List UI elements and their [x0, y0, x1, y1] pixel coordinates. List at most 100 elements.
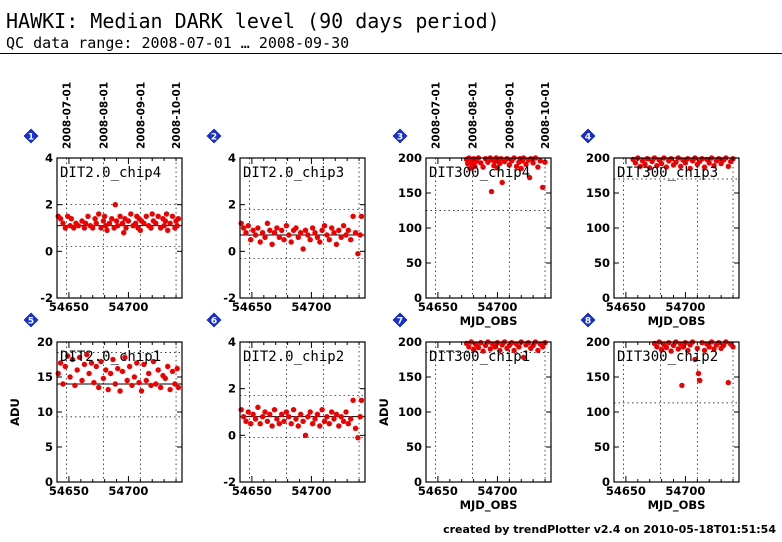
date-tick-label: 2008-08-01	[467, 82, 479, 149]
data-point	[300, 418, 306, 424]
panel-label: DIT2.0_chip4	[60, 165, 161, 181]
x-tick-label: 54650	[49, 484, 89, 498]
data-point	[309, 421, 316, 427]
data-point	[255, 404, 261, 410]
data-point	[695, 370, 702, 377]
x-tick-label: 54650	[606, 484, 646, 498]
data-point	[632, 160, 639, 166]
panel-badge-icon	[392, 128, 408, 144]
data-point	[329, 225, 335, 231]
data-point	[123, 225, 129, 231]
y-tick-label: 150	[398, 186, 422, 200]
data-point	[518, 165, 524, 172]
data-point	[162, 218, 168, 224]
data-point	[141, 361, 147, 368]
data-point	[658, 160, 665, 167]
data-point	[711, 163, 717, 169]
data-point	[706, 344, 712, 350]
data-point	[274, 416, 280, 422]
plot-panel-1: 1 2008-07-01 2008-08-01 2008-09-01 2008-10-0…	[23, 82, 183, 314]
data-point	[128, 211, 134, 217]
data-point	[240, 225, 247, 231]
y-tick-label: 0	[602, 291, 610, 305]
data-point	[730, 344, 736, 350]
data-point	[124, 377, 130, 384]
y-tick-label: -2	[40, 291, 53, 305]
y-tick-label: 2	[45, 198, 53, 212]
data-point	[338, 234, 344, 240]
data-point	[348, 237, 354, 243]
data-point	[324, 414, 330, 420]
data-point	[350, 397, 356, 403]
data-point	[281, 418, 287, 424]
data-point	[312, 230, 318, 236]
data-point	[685, 347, 691, 354]
data-point	[100, 218, 107, 224]
data-point	[86, 370, 92, 377]
data-point	[240, 414, 247, 420]
data-point	[250, 227, 256, 233]
data-point	[82, 220, 89, 226]
data-point	[112, 381, 119, 387]
data-point	[119, 368, 126, 375]
y-tick-label: 10	[37, 405, 53, 419]
data-point	[673, 159, 679, 165]
y-tick-label: 100	[586, 405, 610, 419]
data-point	[76, 354, 83, 361]
data-point	[279, 411, 285, 417]
data-point	[281, 237, 287, 243]
y-tick-label: 150	[586, 186, 610, 200]
data-point	[155, 367, 161, 373]
y-axis-label: ADU	[8, 398, 22, 426]
data-point	[312, 416, 318, 422]
data-point	[706, 160, 712, 166]
y-tick-label: 50	[406, 256, 422, 270]
data-point	[255, 225, 261, 231]
x-tick-label: 54700	[108, 484, 148, 498]
panel-frame	[239, 341, 366, 483]
data-point	[105, 386, 111, 393]
data-point	[238, 220, 244, 226]
data-point	[336, 227, 342, 233]
date-tick-label: 2008-10-01	[171, 82, 183, 149]
panel-label: DIT2.0_chip1	[60, 349, 161, 365]
data-point	[302, 227, 309, 233]
data-point	[68, 216, 75, 222]
y-tick-label: 100	[398, 405, 422, 419]
data-point	[271, 230, 278, 236]
data-point	[470, 347, 477, 353]
data-point	[358, 397, 365, 403]
data-point	[343, 409, 349, 415]
data-point	[121, 230, 127, 236]
data-point	[238, 407, 244, 413]
data-point	[523, 161, 529, 167]
data-point	[169, 368, 176, 375]
data-point	[513, 163, 520, 170]
y-tick-label: 0	[414, 475, 422, 489]
data-point	[679, 382, 685, 389]
data-point	[90, 225, 96, 231]
y-tick-label: 20	[37, 335, 53, 349]
x-tick-label: 54700	[291, 484, 331, 498]
panel-badge-number: 8	[585, 317, 591, 327]
data-point	[343, 232, 349, 238]
data-point	[167, 386, 173, 393]
data-point	[530, 160, 536, 166]
data-point	[331, 416, 337, 422]
data-point	[245, 223, 251, 229]
y-tick-label: 4	[45, 151, 53, 165]
y-tick-label: 50	[594, 440, 610, 454]
data-point	[352, 425, 359, 431]
date-tick-label: 2008-08-01	[98, 82, 110, 149]
data-point	[262, 234, 268, 240]
y-tick-label: 0	[45, 475, 53, 489]
data-point	[125, 218, 132, 224]
data-point	[109, 216, 115, 222]
data-point	[271, 407, 278, 413]
data-point	[701, 164, 708, 170]
y-tick-label: 4	[228, 335, 236, 349]
data-point	[153, 381, 159, 387]
panel-label: DIT2.0_chip2	[243, 349, 344, 365]
data-point	[687, 165, 693, 172]
